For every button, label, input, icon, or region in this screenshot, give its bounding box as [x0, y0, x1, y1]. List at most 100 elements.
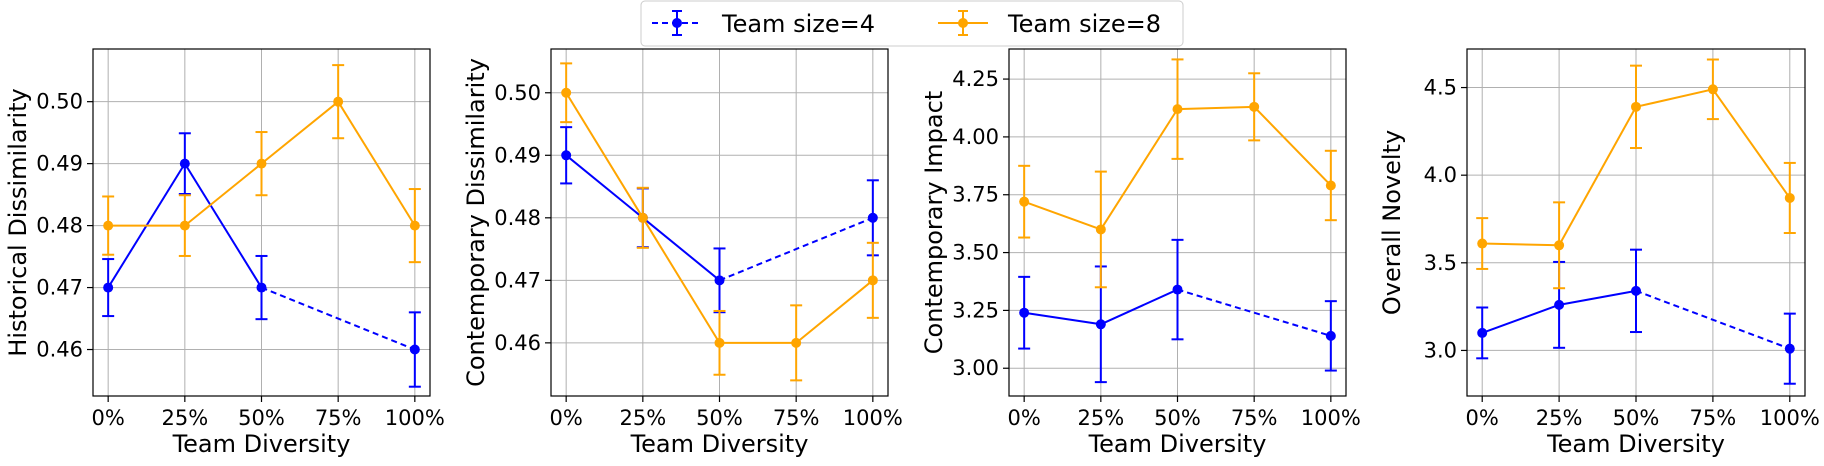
- data-point: [867, 275, 878, 286]
- series-line-segment: [1558, 106, 1637, 246]
- x-tick-label: 100%: [385, 406, 445, 430]
- y-tick-label: 0.47: [494, 268, 541, 292]
- x-tick-label: 75%: [1231, 406, 1278, 430]
- x-tick-label: 0%: [92, 406, 125, 430]
- x-tick-label: 75%: [773, 406, 820, 430]
- series-team-size-8: [560, 62, 879, 382]
- series-line-segment: [1177, 288, 1332, 337]
- series-team-size-8: [1476, 58, 1796, 290]
- data-point: [1477, 238, 1488, 249]
- y-tick-label: 4.5: [1424, 76, 1457, 100]
- data-point: [1172, 284, 1183, 295]
- y-tick-label: 3.00: [952, 356, 999, 380]
- x-tick-label: 25%: [1536, 406, 1583, 430]
- series-line-segment: [1023, 200, 1102, 231]
- y-axis-label: Contemporary Impact: [920, 91, 948, 354]
- data-point: [103, 220, 114, 231]
- y-tick-label: 0.47: [36, 276, 83, 300]
- data-point: [1707, 84, 1718, 95]
- series-line-segment: [1099, 108, 1179, 230]
- x-axis-label: Team Diversity: [630, 430, 809, 458]
- series-line-segment: [1712, 88, 1791, 199]
- data-point: [1019, 196, 1030, 207]
- series-line-segment: [565, 154, 644, 219]
- y-tick-label: 0.48: [36, 214, 83, 238]
- data-point: [867, 212, 878, 223]
- chart-panel-4: 0% 25% 50% 75% 100% 3.0 3.5 4.0 4.5 Team Diversit…: [1378, 48, 1820, 458]
- series-line-segment: [641, 217, 721, 344]
- y-tick-label: 0.46: [36, 338, 83, 362]
- series-line-segment: [1635, 289, 1791, 350]
- y-tick-label: 0.49: [494, 143, 541, 167]
- series-line-segment: [1177, 105, 1255, 111]
- chart-panel-1: 0% 25% 50% 75% 100% 0.46 0.47 0.48 0.49 0.50 Team …: [4, 48, 445, 458]
- x-axis-label: Team Diversity: [1088, 430, 1267, 458]
- x-tick-label: 25%: [1077, 406, 1124, 430]
- data-point: [1554, 299, 1565, 310]
- series-team-size-8: [1018, 58, 1337, 289]
- x-tick-label: 50%: [1613, 406, 1660, 430]
- data-point: [1554, 240, 1565, 251]
- chart-panel-3: 0% 25% 50% 75% 100% 3.00 3.25 3.50 3.75 4.00 4.25 T…: [920, 48, 1361, 458]
- series-line-segment: [337, 101, 416, 227]
- data-point: [637, 212, 648, 223]
- data-point: [1249, 101, 1260, 112]
- data-point: [1095, 319, 1106, 330]
- data-point: [791, 337, 802, 348]
- data-point: [561, 150, 572, 161]
- series-line-segment: [719, 216, 874, 282]
- series-line-segment: [1253, 106, 1332, 187]
- data-point: [179, 220, 190, 231]
- x-tick-label: 75%: [315, 406, 362, 430]
- series-line-segment: [795, 279, 874, 344]
- data-point: [1631, 285, 1641, 296]
- x-tick-label: 0%: [550, 406, 583, 430]
- data-point: [103, 282, 114, 293]
- data-point: [714, 337, 725, 348]
- x-tick-label: 0%: [1008, 406, 1041, 430]
- x-tick-label: 0%: [1466, 406, 1499, 430]
- legend-entry-team-size-4: Team size=4: [652, 10, 875, 38]
- data-point: [561, 87, 572, 98]
- x-tick-label: 100%: [1760, 406, 1820, 430]
- y-tick-label: 3.25: [952, 298, 999, 322]
- y-tick-label: 4.0: [1424, 163, 1457, 187]
- series-team-size-8: [102, 64, 421, 264]
- x-tick-label: 100%: [843, 406, 903, 430]
- data-point: [1477, 327, 1488, 338]
- chart-panel-2: 0% 25% 50% 75% 100% 0.46 0.47 0.48 0.49 0.50 Team …: [462, 48, 903, 458]
- legend-label-team-size-8: Team size=8: [1007, 10, 1161, 38]
- y-tick-label: 0.49: [36, 152, 83, 176]
- x-tick-label: 100%: [1301, 406, 1361, 430]
- data-point: [1095, 224, 1106, 235]
- x-tick-label: 25%: [161, 406, 208, 430]
- legend: Team size=4 Team size=8: [640, 0, 1184, 47]
- x-tick-label: 25%: [619, 406, 666, 430]
- y-tick-label: 0.50: [494, 81, 541, 105]
- y-tick-label: 0.48: [494, 206, 541, 230]
- data-point: [409, 344, 420, 355]
- data-point: [714, 275, 725, 286]
- y-tick-label: 4.00: [952, 125, 999, 149]
- series-team-size-4: [1476, 248, 1796, 385]
- data-point: [256, 158, 267, 169]
- legend-label-team-size-4: Team size=4: [721, 10, 875, 38]
- data-point: [1325, 330, 1336, 341]
- data-point: [1784, 343, 1795, 354]
- data-point: [179, 158, 190, 169]
- series-line-segment: [565, 92, 644, 219]
- panels: 0% 25% 50% 75% 100% 0.46 0.47 0.48 0.49 0.50 Team …: [4, 48, 1820, 458]
- data-point: [256, 282, 267, 293]
- series-line-segment: [1100, 288, 1178, 326]
- x-tick-label: 75%: [1690, 406, 1737, 430]
- y-tick-label: 3.75: [952, 183, 999, 207]
- y-tick-label: 3.5: [1424, 251, 1457, 275]
- y-axis-label: Contemporary Dissimilarity: [462, 58, 490, 387]
- x-axis-label: Team Diversity: [172, 430, 351, 458]
- y-tick-label: 3.0: [1424, 338, 1457, 362]
- series-line-segment: [184, 162, 263, 227]
- y-tick-label: 3.50: [952, 241, 999, 265]
- data-point: [1784, 192, 1795, 203]
- y-axis-label: Overall Novelty: [1378, 130, 1406, 315]
